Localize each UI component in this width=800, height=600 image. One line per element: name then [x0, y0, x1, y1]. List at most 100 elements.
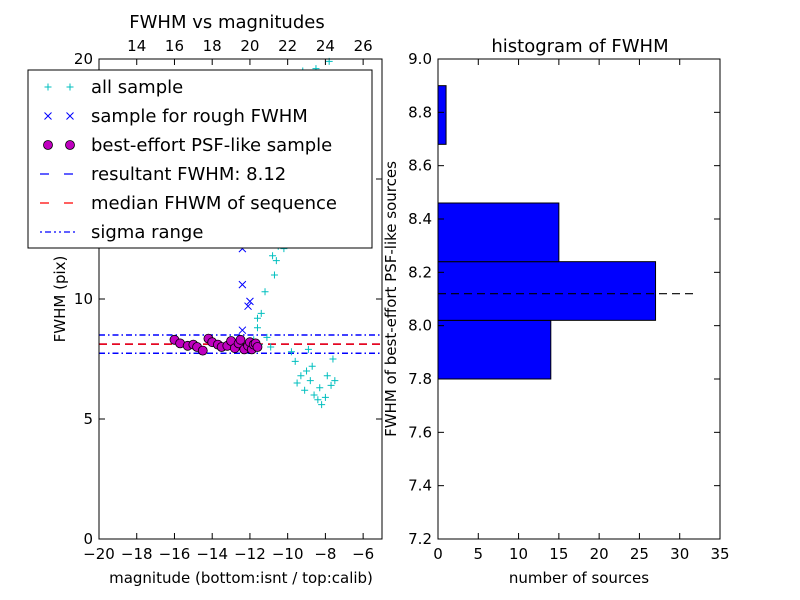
- x-tick-label: 5: [474, 545, 484, 563]
- plus-marker: [331, 377, 339, 385]
- histogram-title: histogram of FWHM: [491, 36, 668, 57]
- legend-circle-marker: [65, 140, 75, 150]
- legend-label: median FHWM of sequence: [91, 193, 337, 214]
- histogram-bar: [437, 85, 447, 145]
- plus-marker: [314, 396, 322, 404]
- plus-marker: [253, 324, 261, 332]
- y-tick-label: 8.0: [408, 317, 432, 335]
- x-tick-label: −10: [272, 545, 304, 563]
- plus-marker: [253, 314, 261, 322]
- plus-marker: [66, 83, 74, 91]
- x-tick-label: −14: [196, 545, 228, 563]
- legend-circle-marker: [43, 140, 53, 150]
- top-x-tick-label: 22: [278, 37, 297, 55]
- top-x-tick-label: 16: [165, 37, 184, 55]
- top-x-tick-label: 26: [354, 37, 373, 55]
- plus-marker: [321, 393, 329, 401]
- x-tick-label: −8: [314, 545, 336, 563]
- plus-marker: [291, 357, 299, 365]
- histogram-bar: [437, 319, 552, 380]
- histogram-panel: 0 5 10 15 20 25 30 35 7.2 7.4 7.6 7.8 8.0 8.2 8.4 8.6 8…: [382, 36, 730, 587]
- legend-label: sample for rough FWHM: [91, 106, 308, 127]
- circle-marker: [252, 342, 263, 352]
- histogram-bars: [437, 85, 657, 380]
- plus-marker: [316, 384, 324, 392]
- scatter-y-label: FWHM (pix): [51, 256, 69, 343]
- histogram-x-label: number of sources: [509, 569, 649, 587]
- top-x-tick-label: 14: [127, 37, 146, 55]
- top-x-tick-label: 18: [203, 37, 222, 55]
- x-marker: [246, 297, 254, 306]
- plus-marker: [306, 377, 314, 385]
- scatter-points: [169, 57, 341, 409]
- x-tick-label: 35: [710, 545, 729, 563]
- y-tick-label: 8.4: [408, 210, 432, 228]
- plus-marker: [304, 345, 312, 353]
- x-tick-label: 25: [630, 545, 649, 563]
- histogram-frame: [437, 58, 721, 540]
- plus-marker: [303, 367, 311, 375]
- histogram-y-label: FWHM of best-effort PSF-like sources: [382, 161, 400, 437]
- plus-marker: [267, 343, 275, 351]
- legend-label: all sample: [91, 77, 183, 98]
- plus-marker: [257, 309, 265, 317]
- x-marker: [238, 326, 247, 335]
- y-tick-label: 7.6: [408, 423, 432, 441]
- bottom-x-axis: −20 −18 −16 −14 −12 −10 −8 −6: [83, 59, 374, 563]
- x-marker: [66, 112, 74, 120]
- y-tick-label: 5: [83, 410, 93, 428]
- x-tick-label: 0: [433, 545, 443, 563]
- plus-marker: [310, 391, 318, 399]
- plus-marker: [272, 257, 280, 265]
- top-x-tick-label: 24: [316, 37, 335, 55]
- top-x-axis: 14 16 18 20 22 24 26: [127, 37, 372, 55]
- x-tick-label: −16: [159, 545, 191, 563]
- plus-marker: [297, 372, 305, 380]
- plus-marker: [323, 372, 331, 380]
- x-tick-label: 15: [549, 545, 568, 563]
- y-tick-label: 8.2: [408, 263, 432, 281]
- x-tick-label: −20: [83, 545, 115, 563]
- plus-marker: [270, 271, 278, 279]
- plus-marker: [293, 379, 301, 387]
- scatter-panel: −20 −18 −16 −14 −12 −10 −8 −6 14 16 18 20 22 24 26 0 5…: [27, 12, 383, 587]
- x-marker: [244, 302, 252, 311]
- plus-marker: [329, 355, 337, 363]
- y-tick-label: 7.4: [408, 477, 432, 495]
- y-tick-label: 9.0: [408, 50, 432, 68]
- histogram-x-axis: 0 5 10 15 20 25 30 35: [433, 59, 730, 563]
- x-tick-label: 30: [670, 545, 689, 563]
- x-tick-label: −6: [352, 545, 374, 563]
- top-x-tick-label: 20: [240, 37, 259, 55]
- circle-marker: [235, 334, 246, 345]
- x-marker: [238, 280, 247, 289]
- plus-marker: [263, 333, 271, 341]
- y-tick-label: 8.6: [408, 157, 432, 175]
- plus-marker: [308, 362, 316, 370]
- x-marker: [44, 112, 52, 120]
- y-tick-label: 0: [83, 530, 93, 548]
- plus-marker: [261, 288, 269, 296]
- x-tick-label: 20: [590, 545, 609, 563]
- legend-box: [27, 69, 373, 249]
- legend-label: best-effort PSF-like sample: [91, 135, 332, 156]
- plus-marker: [327, 381, 335, 389]
- y-tick-label: 20: [74, 50, 93, 68]
- plus-marker: [301, 386, 309, 394]
- x-tick-label: −12: [234, 545, 266, 563]
- plus-marker: [287, 348, 295, 356]
- plus-marker: [44, 83, 52, 91]
- histogram-y-axis: 7.2 7.4 7.6 7.8 8.0 8.2 8.4 8.6 8.8 9.0: [408, 50, 720, 548]
- scatter-x-label: magnitude (bottom:isnt / top:calib): [109, 569, 373, 587]
- legend: all sample sample for rough FWHM best-effo…: [27, 69, 373, 249]
- circle-marker: [197, 345, 208, 356]
- legend-label: resultant FWHM: 8.12: [91, 164, 286, 185]
- histogram-bar: [437, 261, 657, 321]
- plus-marker: [318, 401, 326, 409]
- y-tick-label: 10: [74, 290, 93, 308]
- y-tick-label: 7.2: [408, 530, 432, 548]
- x-tick-label: 10: [509, 545, 528, 563]
- reference-lines: [99, 334, 382, 355]
